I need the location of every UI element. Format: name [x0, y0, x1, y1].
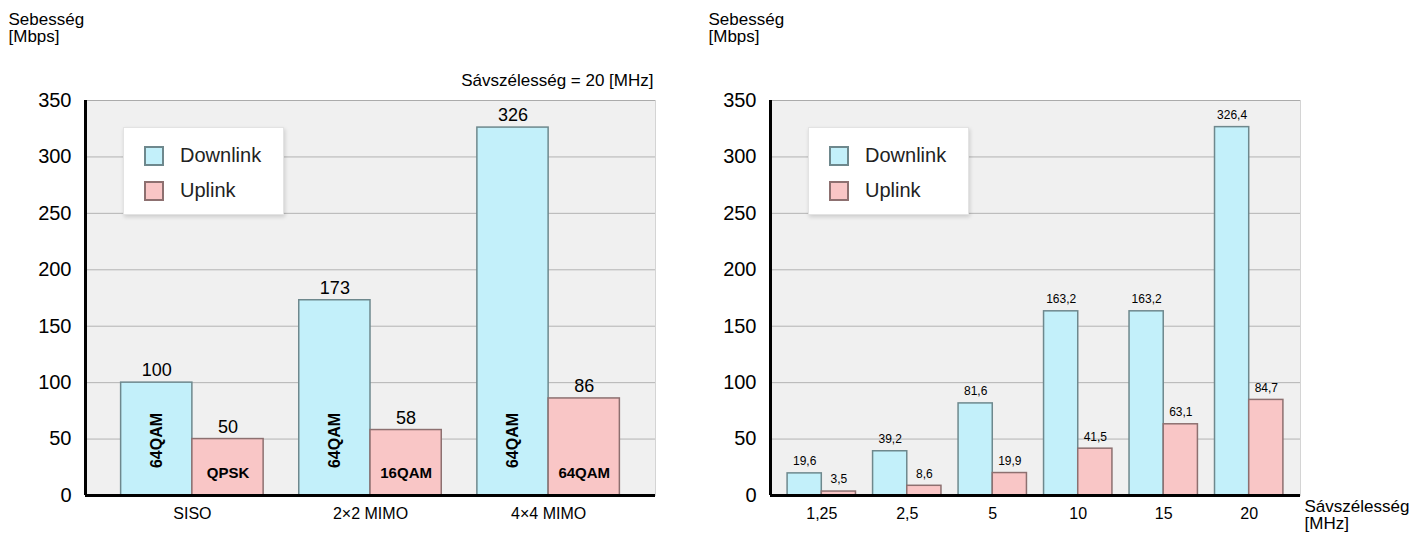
- svg-text:300: 300: [723, 145, 756, 167]
- svg-text:63,1: 63,1: [1169, 405, 1193, 419]
- svg-text:19,9: 19,9: [998, 454, 1022, 468]
- svg-text:2×2 MIMO: 2×2 MIMO: [333, 505, 408, 522]
- svg-text:50: 50: [49, 427, 71, 449]
- svg-text:64QAM: 64QAM: [504, 413, 521, 468]
- svg-text:50: 50: [218, 417, 238, 437]
- svg-text:0: 0: [745, 484, 756, 506]
- svg-text:100: 100: [38, 371, 71, 393]
- svg-text:QPSK: QPSK: [207, 464, 250, 481]
- svg-text:350: 350: [723, 89, 756, 111]
- svg-text:100: 100: [142, 360, 172, 380]
- svg-text:Sávszélesség[MHz]: Sávszélesség[MHz]: [1305, 497, 1410, 533]
- svg-text:64QAM: 64QAM: [148, 413, 165, 468]
- svg-text:41,5: 41,5: [1084, 430, 1108, 444]
- svg-text:39,2: 39,2: [878, 432, 902, 446]
- svg-text:150: 150: [723, 315, 756, 337]
- svg-text:326: 326: [498, 105, 528, 125]
- svg-text:326,4: 326,4: [1217, 108, 1247, 122]
- svg-text:Sebesség[Mbps]: Sebesség[Mbps]: [709, 10, 785, 46]
- svg-text:0: 0: [60, 484, 71, 506]
- svg-text:163,2: 163,2: [1132, 292, 1162, 306]
- svg-text:5: 5: [988, 505, 997, 522]
- svg-text:Sávszélesség = 20 [MHz]: Sávszélesség = 20 [MHz]: [461, 71, 653, 90]
- svg-text:2,5: 2,5: [896, 505, 918, 522]
- html-text:Downlink: Downlink: [865, 144, 947, 166]
- svg-text:250: 250: [723, 202, 756, 224]
- svg-text:20: 20: [1240, 505, 1258, 522]
- svg-text:64QAM: 64QAM: [558, 464, 610, 481]
- svg-text:1,25: 1,25: [806, 505, 837, 522]
- svg-text:8,6: 8,6: [916, 467, 933, 481]
- svg-text:58: 58: [396, 408, 416, 428]
- svg-text:10: 10: [1069, 505, 1087, 522]
- svg-text:64QAM: 64QAM: [326, 413, 343, 468]
- svg-text:84,7: 84,7: [1255, 381, 1279, 395]
- svg-text:163,2: 163,2: [1046, 292, 1076, 306]
- svg-text:350: 350: [38, 89, 71, 111]
- svg-text:86: 86: [574, 376, 594, 396]
- svg-text:3,5: 3,5: [831, 472, 848, 486]
- svg-text:15: 15: [1155, 505, 1173, 522]
- svg-text:SISO: SISO: [173, 505, 211, 522]
- svg-text:19,6: 19,6: [793, 454, 817, 468]
- svg-text:Sebesség[Mbps]: Sebesség[Mbps]: [9, 10, 85, 46]
- html-text:Uplink: Uplink: [865, 179, 921, 201]
- svg-text:250: 250: [38, 202, 71, 224]
- svg-text:300: 300: [38, 145, 71, 167]
- html-text:Downlink: Downlink: [180, 144, 262, 166]
- svg-text:200: 200: [38, 258, 71, 280]
- svg-text:100: 100: [723, 371, 756, 393]
- html-text:Uplink: Uplink: [180, 179, 236, 201]
- svg-text:200: 200: [723, 258, 756, 280]
- svg-text:50: 50: [734, 427, 756, 449]
- svg-text:150: 150: [38, 315, 71, 337]
- svg-text:173: 173: [320, 278, 350, 298]
- svg-text:16QAM: 16QAM: [380, 464, 432, 481]
- svg-text:81,6: 81,6: [964, 384, 988, 398]
- svg-text:4×4 MIMO: 4×4 MIMO: [511, 505, 586, 522]
